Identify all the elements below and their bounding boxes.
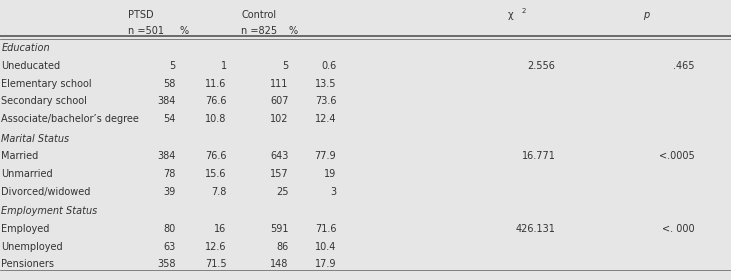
Text: %: % [179,26,188,36]
Text: 7.8: 7.8 [211,187,227,197]
Text: Elementary school: Elementary school [1,79,92,89]
Text: Divorced/widowed: Divorced/widowed [1,187,91,197]
Text: 3: 3 [330,187,336,197]
Text: 77.9: 77.9 [314,151,336,161]
Text: 17.9: 17.9 [315,259,336,269]
Text: 5: 5 [169,61,175,71]
Text: <.0005: <.0005 [659,151,694,161]
Text: 76.6: 76.6 [205,97,227,106]
Text: 80: 80 [163,224,175,234]
Text: Employment Status: Employment Status [1,206,98,216]
Text: <. 000: <. 000 [662,224,694,234]
Text: 607: 607 [270,97,289,106]
Text: 11.6: 11.6 [205,79,227,89]
Text: 5: 5 [282,61,289,71]
Text: 157: 157 [270,169,289,179]
Text: %: % [289,26,298,36]
Text: 16.771: 16.771 [522,151,556,161]
Text: 1: 1 [221,61,227,71]
Text: Married: Married [1,151,39,161]
Text: 0.6: 0.6 [321,61,336,71]
Text: 25: 25 [276,187,289,197]
Text: 63: 63 [163,242,175,252]
Text: 102: 102 [270,114,289,124]
Text: 78: 78 [163,169,175,179]
Text: 54: 54 [163,114,175,124]
Text: 15.6: 15.6 [205,169,227,179]
Text: 10.8: 10.8 [205,114,227,124]
Text: 86: 86 [276,242,289,252]
Text: Associate/bachelor’s degree: Associate/bachelor’s degree [1,114,140,124]
Text: Secondary school: Secondary school [1,97,87,106]
Text: 58: 58 [163,79,175,89]
Text: χ: χ [508,10,514,20]
Text: 39: 39 [163,187,175,197]
Text: 19: 19 [324,169,336,179]
Text: n =825: n =825 [241,26,277,36]
Text: 12.4: 12.4 [315,114,336,124]
Text: 111: 111 [270,79,289,89]
Text: Unemployed: Unemployed [1,242,63,252]
Text: Unmarried: Unmarried [1,169,53,179]
Text: 2.556: 2.556 [528,61,556,71]
Text: Education: Education [1,43,50,53]
Text: 16: 16 [214,224,227,234]
Text: 10.4: 10.4 [315,242,336,252]
Text: n =501: n =501 [128,26,164,36]
Text: Uneducated: Uneducated [1,61,61,71]
Text: 643: 643 [270,151,289,161]
Text: Employed: Employed [1,224,50,234]
Text: 13.5: 13.5 [315,79,336,89]
Text: 148: 148 [270,259,289,269]
Text: 358: 358 [157,259,175,269]
Text: 76.6: 76.6 [205,151,227,161]
Text: 384: 384 [157,151,175,161]
Text: 426.131: 426.131 [515,224,556,234]
Text: p: p [643,10,650,20]
Text: 2: 2 [521,8,526,14]
Text: PTSD: PTSD [128,10,154,20]
Text: 384: 384 [157,97,175,106]
Text: .465: .465 [673,61,694,71]
Text: 12.6: 12.6 [205,242,227,252]
Text: Marital Status: Marital Status [1,134,69,144]
Text: 71.5: 71.5 [205,259,227,269]
Text: Pensioners: Pensioners [1,259,55,269]
Text: 591: 591 [270,224,289,234]
Text: 71.6: 71.6 [315,224,336,234]
Text: Control: Control [241,10,276,20]
Text: 73.6: 73.6 [315,97,336,106]
